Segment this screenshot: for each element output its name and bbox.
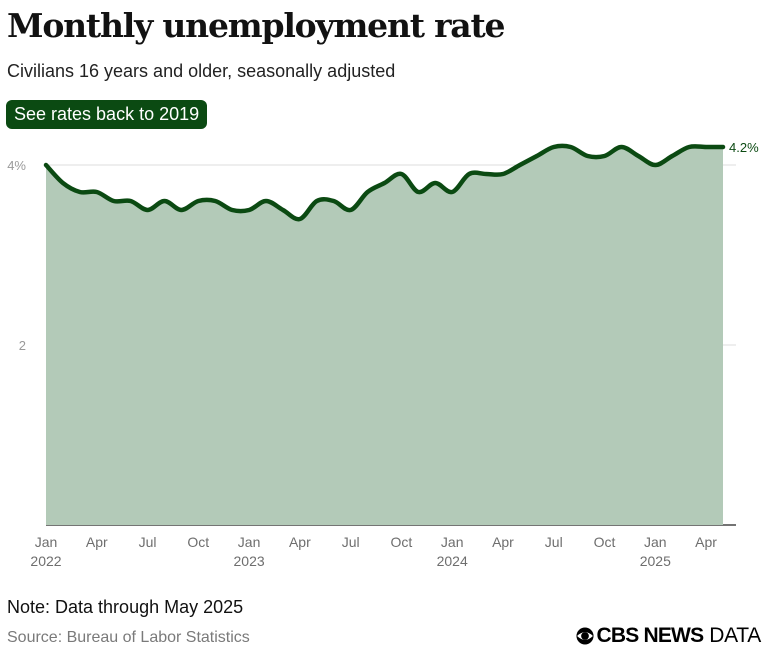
x-tick-label: Jan <box>238 534 261 550</box>
unemployment-area-chart: 2 4% Jan 2022 Apr Jul Oct Jan 2023 Apr Jul Oct Jan 20… <box>7 140 759 569</box>
x-tick-label: Jan <box>644 534 667 550</box>
x-tick-year-label: 2022 <box>30 553 61 569</box>
x-tick-year-label: 2025 <box>640 553 671 569</box>
x-tick-label: Apr <box>492 534 514 550</box>
logo-cbs-news-text: CBS NEWS <box>596 624 705 647</box>
x-tick-label: Jan <box>441 534 464 550</box>
x-tick-label: Jul <box>545 534 563 550</box>
y-tick-label: 2 <box>19 338 26 353</box>
area-fill <box>46 145 723 525</box>
end-value-label: 4.2% <box>729 140 759 155</box>
x-tick-label: Oct <box>594 534 616 550</box>
chart-subtitle: Civilians 16 years and older, seasonally… <box>7 61 396 81</box>
x-tick-label: Apr <box>695 534 717 550</box>
logo-data-text: DATA <box>709 624 761 647</box>
x-tick-year-label: 2023 <box>234 553 265 569</box>
area-layer <box>46 145 723 525</box>
line-layer <box>43 143 726 222</box>
x-tick-year-label: 2024 <box>437 553 468 569</box>
data-note: Note: Data through May 2025 <box>7 597 244 617</box>
x-tick-label: Apr <box>86 534 108 550</box>
cbs-eye-icon <box>575 627 594 645</box>
x-tick-label: Oct <box>391 534 413 550</box>
source-line: Source: Bureau of Labor Statistics <box>7 629 250 646</box>
x-tick-label: Jul <box>342 534 360 550</box>
y-tick-label: 4% <box>7 158 26 173</box>
series-line <box>43 143 726 222</box>
label-layer: 2 4% Jan 2022 Apr Jul Oct Jan 2023 Apr Jul Oct Jan 20… <box>7 140 759 569</box>
x-tick-label: Apr <box>289 534 311 550</box>
x-tick-label: Oct <box>187 534 209 550</box>
x-tick-label: Jan <box>35 534 58 550</box>
cbs-news-data-logo: CBS NEWS DATA <box>575 624 761 648</box>
see-rates-back-to-2019-button[interactable]: See rates back to 2019 <box>6 100 208 129</box>
x-tick-label: Jul <box>139 534 157 550</box>
chart-title: Monthly unemployment rate <box>7 6 506 45</box>
